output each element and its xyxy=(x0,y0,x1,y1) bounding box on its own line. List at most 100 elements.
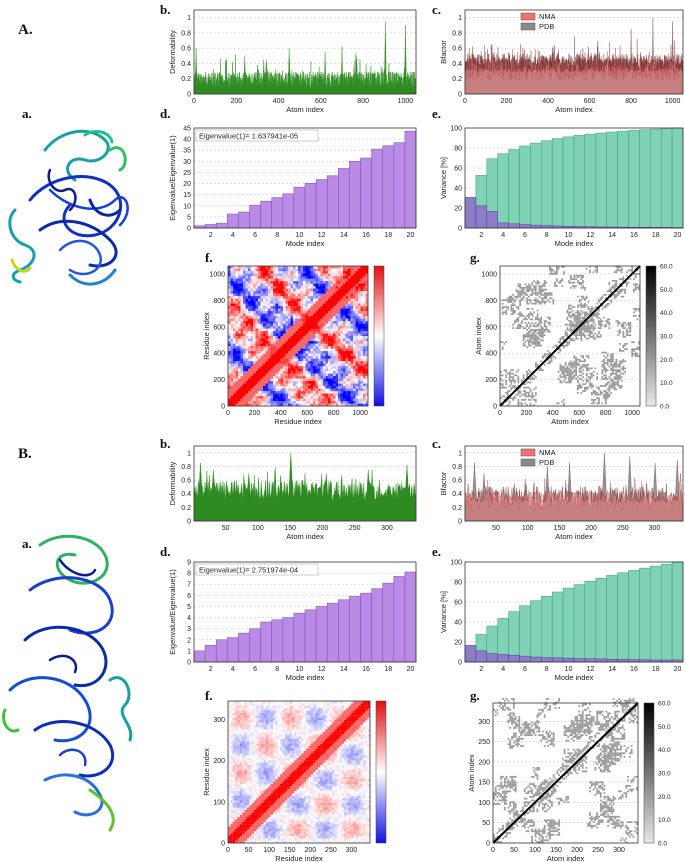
heatmap-cell xyxy=(250,333,254,337)
heatmap-cell xyxy=(320,278,324,282)
contact-cell xyxy=(636,318,639,321)
heatmap-cell xyxy=(323,396,326,399)
heatmap-cell xyxy=(265,321,269,324)
heatmap-cell xyxy=(325,283,329,287)
contact-cell xyxy=(589,266,591,268)
y-tick-label: 1 xyxy=(187,15,191,22)
heatmap-cell xyxy=(240,266,244,269)
heatmap-cell xyxy=(263,353,266,357)
heatmap-cell xyxy=(228,393,231,397)
heatmap-cell xyxy=(275,328,279,332)
heatmap-cell xyxy=(263,361,266,364)
heatmap-cell xyxy=(240,293,244,297)
heatmap-cell xyxy=(365,311,369,314)
contact-cell xyxy=(521,320,523,322)
heatmap-cell xyxy=(340,308,344,312)
contact-cell xyxy=(615,365,618,368)
heatmap-cell xyxy=(353,296,356,299)
heatmap-cell xyxy=(248,371,251,374)
heatmap-cell xyxy=(250,368,254,372)
heatmap-cell xyxy=(358,373,361,377)
heatmap-cell xyxy=(253,326,256,329)
contact-cell xyxy=(500,402,502,405)
heatmap-cell xyxy=(275,271,279,274)
heatmap-cell xyxy=(323,283,326,287)
heatmap-cell xyxy=(278,321,281,324)
contact-cell xyxy=(568,329,570,331)
heatmap-cell xyxy=(290,378,294,382)
heatmap-cell xyxy=(350,318,354,322)
heatmap-cell xyxy=(325,338,329,342)
heatmap-cell xyxy=(320,291,324,294)
heatmap-cell xyxy=(358,301,361,304)
heatmap-cell xyxy=(343,278,346,282)
contact-cell xyxy=(522,327,525,329)
contact-cell xyxy=(610,357,612,359)
contact-cell xyxy=(535,336,537,338)
heatmap-cell xyxy=(243,391,246,394)
contact-cell xyxy=(570,376,572,378)
heatmap-cell xyxy=(240,311,244,314)
contact-cell xyxy=(563,336,565,338)
contact-cell xyxy=(596,315,598,317)
heatmap-cell xyxy=(283,398,286,402)
contact-cell xyxy=(526,376,528,378)
contact-cell xyxy=(542,294,544,296)
heatmap-cell xyxy=(273,353,276,357)
heatmap-cell xyxy=(315,381,319,384)
heatmap-cell xyxy=(338,353,341,357)
contact-cell xyxy=(622,369,625,371)
heatmap-cell xyxy=(340,336,344,339)
contact-cell xyxy=(557,371,560,373)
heatmap-cell xyxy=(270,398,274,402)
contact-cell xyxy=(580,283,583,286)
contact-cell xyxy=(529,294,532,296)
contact-cell xyxy=(522,315,525,317)
heatmap-cell xyxy=(335,333,339,337)
heatmap-cell xyxy=(310,381,314,384)
contact-cell xyxy=(545,295,548,298)
contact-cell xyxy=(519,285,521,287)
heatmap-cell xyxy=(235,388,239,392)
heatmap-cell xyxy=(310,298,314,302)
contact-cell xyxy=(575,325,577,328)
contact-cell xyxy=(571,372,574,375)
heatmap-cell xyxy=(345,346,349,349)
heatmap-cell xyxy=(240,356,244,359)
contact-cell xyxy=(592,320,595,322)
heatmap-cell xyxy=(348,371,351,374)
cumulative-bar xyxy=(508,149,520,229)
heatmap-cell xyxy=(365,296,369,299)
contact-cell xyxy=(605,374,607,377)
contact-cell xyxy=(549,353,551,356)
heatmap-cell xyxy=(350,321,354,324)
heatmap-cell xyxy=(240,321,244,324)
contact-cell xyxy=(547,292,549,294)
heatmap-cell xyxy=(298,288,301,292)
contact-cell xyxy=(528,392,530,394)
heatmap-cell xyxy=(323,376,326,379)
heatmap-cell xyxy=(285,356,289,359)
heatmap-cell xyxy=(273,278,276,282)
heatmap-cell xyxy=(288,276,291,279)
heatmap-cell xyxy=(293,308,296,312)
contact-cell xyxy=(522,378,525,380)
heatmap-cell xyxy=(240,331,244,334)
heatmap-cell xyxy=(240,306,244,309)
contact-cell xyxy=(577,280,579,282)
contact-cell xyxy=(536,325,539,328)
heatmap-cell xyxy=(333,391,336,394)
contact-cell xyxy=(526,329,528,331)
x-tick-label: 0 xyxy=(498,410,502,417)
heatmap-cell xyxy=(343,353,346,357)
heatmap-cell xyxy=(325,296,329,299)
contact-cell xyxy=(536,337,539,340)
heatmap-cell xyxy=(325,378,329,382)
heatmap-cell xyxy=(288,333,291,337)
heatmap-cell xyxy=(355,273,359,277)
contact-cell xyxy=(599,327,602,329)
contact-cell xyxy=(531,329,534,331)
heatmap-cell xyxy=(365,376,369,379)
heatmap-cell xyxy=(325,358,329,362)
heatmap-cell xyxy=(343,321,346,324)
